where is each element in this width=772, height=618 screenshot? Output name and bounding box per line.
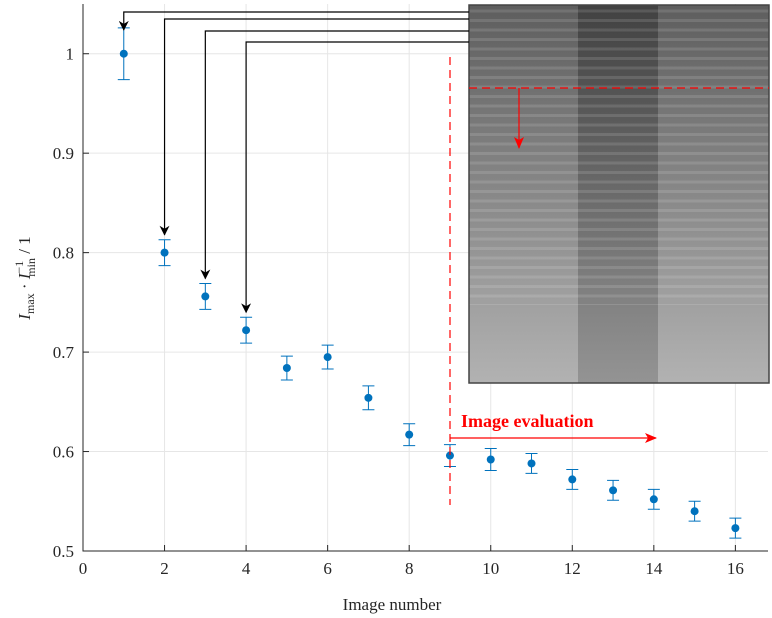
- x-tick-label: 8: [405, 559, 414, 578]
- x-tick-label: 16: [727, 559, 744, 578]
- annotation: Image evaluation: [461, 411, 594, 431]
- y-tick-label: 1: [66, 45, 75, 64]
- x-axis-label: Image number: [343, 595, 442, 614]
- evaluation-marker: Image evaluation: [449, 57, 657, 505]
- point: [323, 353, 332, 362]
- y-tick-label: 0.7: [53, 343, 75, 362]
- y-tick-label: 0.8: [53, 244, 74, 263]
- leader-arrow: [159, 18, 469, 236]
- inset-image: [468, 4, 770, 384]
- point: [649, 495, 658, 504]
- point: [690, 507, 699, 516]
- y-tick-label: 0.6: [53, 443, 74, 462]
- point: [119, 49, 128, 58]
- point: [609, 486, 618, 495]
- leader-arrow: [200, 30, 469, 280]
- axes: [82, 4, 768, 552]
- point: [201, 292, 210, 301]
- point: [568, 475, 577, 484]
- point: [405, 430, 414, 439]
- y-tick-label: 0.5: [53, 542, 74, 561]
- point: [282, 364, 291, 373]
- x-tick-label: 6: [323, 559, 332, 578]
- x-tick-label: 10: [482, 559, 499, 578]
- point: [242, 326, 251, 335]
- y-tick-label: 0.9: [53, 144, 74, 163]
- point: [527, 459, 536, 468]
- point: [364, 393, 373, 402]
- plot-area: 0.50.60.70.80.910 2 4 6 8 10 12 14 16: [53, 4, 768, 578]
- leader-arrow: [241, 41, 469, 314]
- y-axis-label: Imax · I−1min / 1: [12, 236, 38, 320]
- point: [445, 451, 454, 460]
- point: [731, 524, 740, 533]
- leader-arrow: [118, 11, 469, 31]
- x-tick-label: 12: [564, 559, 581, 578]
- point: [486, 455, 495, 464]
- x-tick-label: 0: [79, 559, 88, 578]
- point: [160, 248, 169, 257]
- x-tick-label: 2: [160, 559, 169, 578]
- x-tick-label: 4: [242, 559, 251, 578]
- x-tick-label: 14: [645, 559, 663, 578]
